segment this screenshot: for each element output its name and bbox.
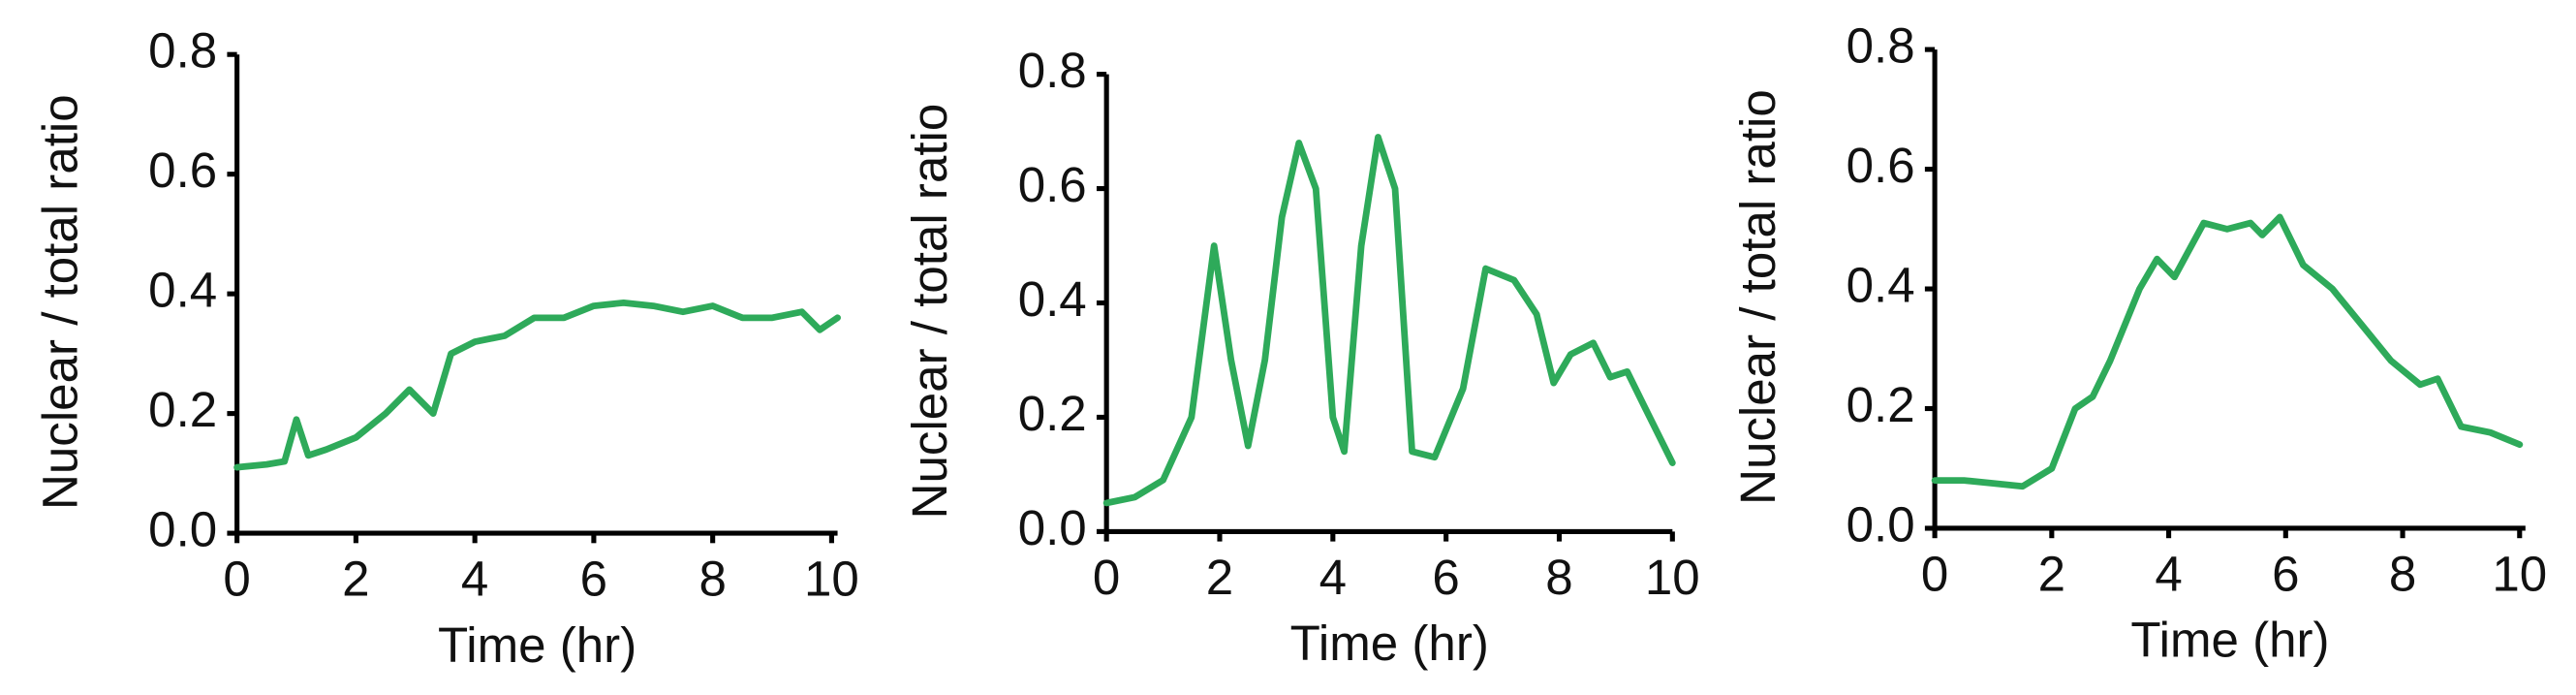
y-tick-label: 0.8 [148,23,217,79]
x-tick-label: 10 [1645,550,1700,605]
x-tick-label: 4 [2155,547,2182,602]
x-tick-label: 6 [580,552,607,607]
data-line [1931,213,2524,490]
data-line [1102,134,1676,507]
y-tick-label: 0.4 [148,263,217,318]
x-tick-label: 2 [342,552,369,607]
x-tick-label: 6 [2272,547,2299,602]
x-tick-label: 6 [1432,550,1459,605]
y-tick-label: 0.4 [1847,258,1915,313]
y-tick-label: 0.2 [148,382,217,437]
y-axis-label: Nuclear / total ratio [902,104,957,520]
y-tick-label: 0.2 [1018,386,1087,441]
y-tick-label: 0.2 [1847,377,1915,432]
x-axis-label: Time (hr) [1290,616,1489,671]
x-tick-label: 8 [2389,547,2416,602]
y-tick-label: 0.4 [1018,271,1087,327]
x-tick-label: 0 [1921,547,1948,602]
y-tick-label: 0.0 [1018,500,1087,555]
x-tick-label: 0 [1093,550,1120,605]
x-tick-label: 2 [2038,547,2065,602]
x-axis-label: Time (hr) [438,617,636,673]
y-tick-label: 0.0 [1847,496,1915,552]
x-tick-label: 10 [2492,547,2547,602]
y-tick-label: 0.6 [148,142,217,198]
y-tick-label: 0.6 [1847,138,1915,193]
y-tick-label: 0.0 [148,502,217,557]
x-tick-label: 4 [461,552,488,607]
x-tick-label: 8 [1545,550,1572,605]
y-tick-label: 0.8 [1018,43,1087,98]
x-tick-label: 0 [223,552,250,607]
x-tick-label: 2 [1206,550,1233,605]
data-line [233,299,841,471]
x-tick-label: 10 [804,552,859,607]
y-tick-label: 0.8 [1847,18,1915,74]
y-axis-label: Nuclear / total ratio [1730,89,1785,505]
x-tick-label: 4 [1319,550,1347,605]
x-tick-label: 8 [698,552,726,607]
y-axis-label: Nuclear / total ratio [32,94,87,510]
x-axis-label: Time (hr) [2130,613,2329,668]
y-tick-label: 0.6 [1018,157,1087,212]
